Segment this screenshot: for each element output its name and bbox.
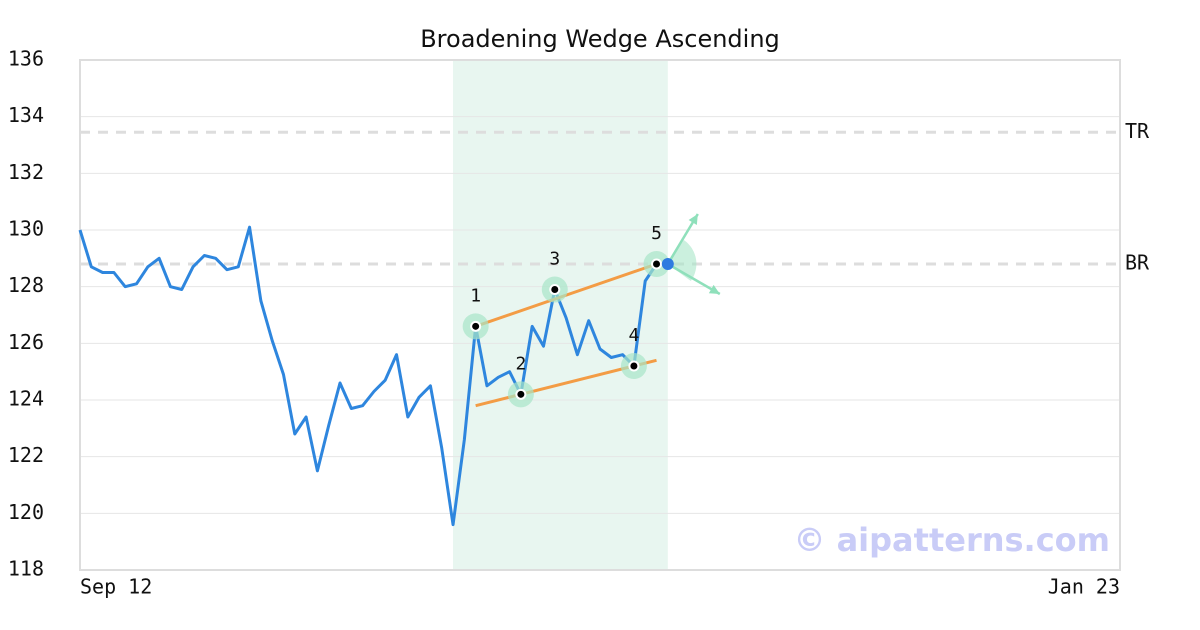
y-tick-label: 134 (8, 103, 44, 127)
watermark: © aipatterns.com (793, 521, 1110, 559)
direction-arrowhead (708, 284, 720, 294)
pattern-point (515, 388, 527, 400)
direction-wedge (667, 240, 697, 281)
pattern-point-label: 3 (549, 249, 560, 270)
level-label: TR (1125, 119, 1150, 143)
y-tick-label: 128 (8, 273, 44, 297)
y-tick-label: 126 (8, 330, 44, 354)
level-label: BR (1125, 251, 1150, 275)
pattern-point-label: 4 (628, 325, 639, 346)
pattern-point (470, 320, 482, 332)
y-tick-label: 124 (8, 387, 44, 411)
y-tick-label: 120 (8, 500, 44, 524)
price-line (78, 225, 658, 527)
direction-arrow (667, 262, 721, 296)
x-tick-label: Sep 12 (80, 575, 152, 599)
y-tick-label: 136 (8, 47, 44, 71)
pattern-point (628, 360, 640, 372)
y-tick-label: 118 (8, 557, 44, 581)
direction-arrowhead (688, 214, 698, 225)
pattern-point-label: 2 (515, 353, 526, 374)
y-tick-label: 122 (8, 443, 44, 467)
y-tick-label: 130 (8, 217, 44, 241)
plot-frame (79, 59, 1121, 571)
pattern-region (453, 60, 668, 570)
current-point (661, 258, 674, 270)
pattern-point-label: 1 (470, 285, 481, 306)
pattern-point (651, 258, 663, 270)
chart-title: Broadening Wedge Ascending (420, 25, 780, 53)
x-tick-label: Jan 23 (1048, 575, 1120, 599)
pattern-point (549, 284, 561, 295)
pattern-point-label: 5 (651, 223, 662, 244)
y-tick-label: 132 (8, 160, 44, 184)
